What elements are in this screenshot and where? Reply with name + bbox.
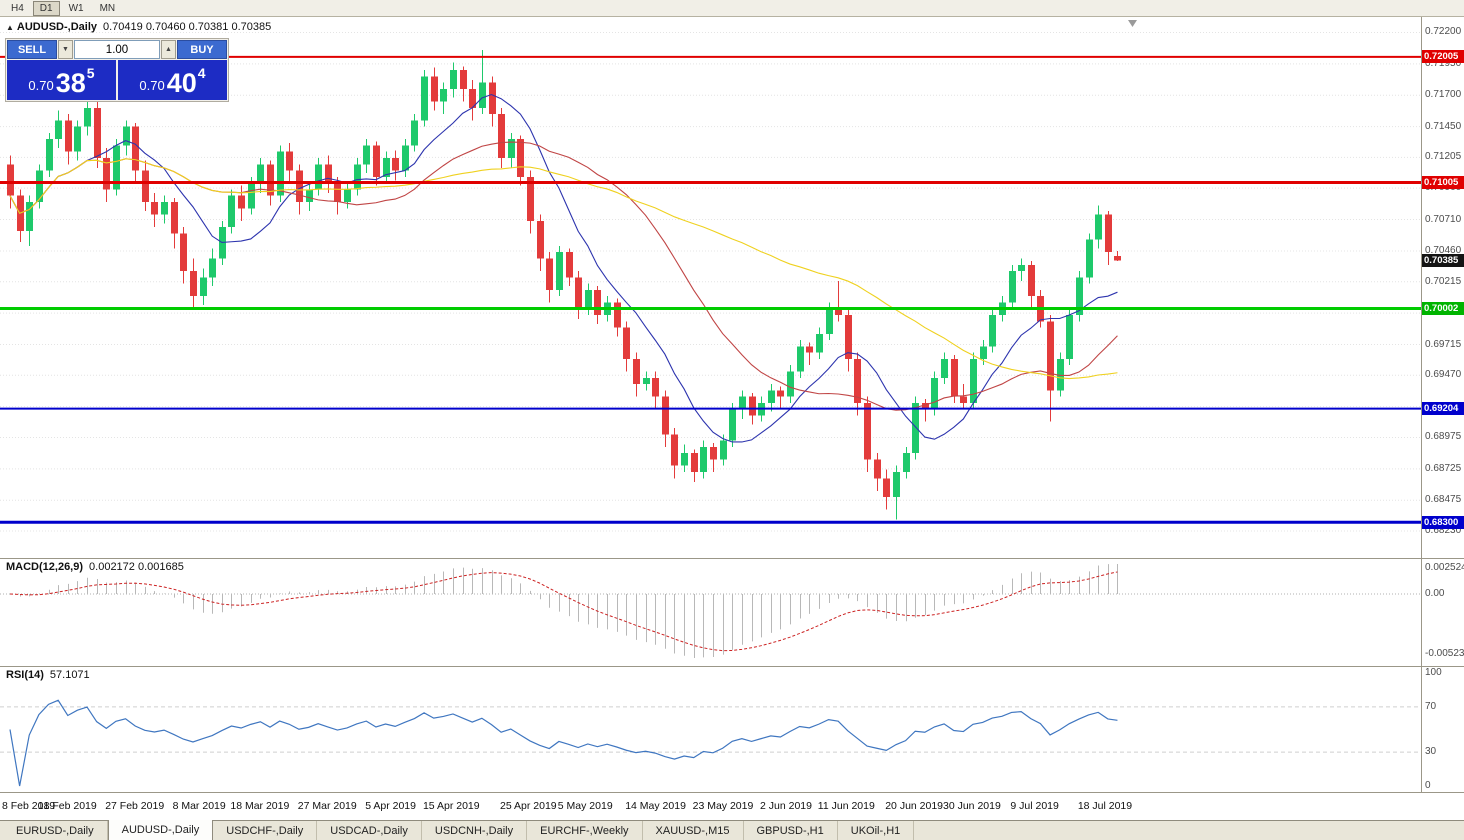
price-scale[interactable]: 0.722000.719500.717000.714500.712050.709…: [1421, 0, 1464, 810]
macd-signal-line: [9, 571, 1118, 652]
chart-title: AUDUSD-,Daily: [16, 21, 97, 33]
rsi-scale-label: 0: [1425, 780, 1431, 791]
price-tag-0.70002: 0.70002: [1422, 301, 1464, 315]
price-scale-label: 0.69470: [1425, 369, 1462, 381]
price-scale-label: 0.70460: [1425, 244, 1462, 256]
chart-ohlc-values: 0.70419 0.70460 0.70381 0.70385: [103, 21, 272, 33]
price-tag-0.72005: 0.72005: [1422, 50, 1464, 64]
rsi-indicator-label: RSI(14) 57.1071: [6, 669, 90, 681]
price-tag-0.70385: 0.70385: [1422, 253, 1464, 267]
chart-tab-usdcad-daily[interactable]: USDCAD-,Daily: [317, 821, 422, 840]
date-label: 20 Jun 2019: [885, 800, 944, 812]
trade-prices-row: 0.70 38 5 0.70 40 4: [7, 60, 227, 100]
date-label: 25 Apr 2019: [500, 800, 557, 812]
date-label: 18 Feb 2019: [37, 800, 97, 812]
rsi-scale-label: 30: [1425, 746, 1437, 758]
price-scale-label: 0.69715: [1425, 338, 1462, 350]
price-scale-label: 0.70710: [1425, 213, 1462, 225]
rsi-scale-label: 100: [1425, 667, 1442, 678]
chart-tab-ukoil-h1[interactable]: UKOil-,H1: [838, 821, 915, 840]
price-scale-label: 0.70215: [1425, 275, 1462, 287]
date-label: 30 Jun 2019: [943, 800, 1001, 812]
price-scale-label: 0.68725: [1425, 462, 1462, 474]
sell-price-display: 0.70 38 5: [7, 60, 116, 100]
sell-price-sup: 5: [86, 65, 95, 81]
macd-histogram: [20, 564, 1118, 658]
sell-price-big: 38: [55, 68, 86, 99]
macd-scale-label: -0.005234: [1425, 648, 1464, 659]
chart-symbol-header: ▲ AUDUSD-,Daily 0.70419 0.70460 0.70381 0.…: [6, 21, 271, 33]
buy-price-sup: 4: [197, 65, 206, 81]
chart-shift-marker-icon: [1128, 20, 1137, 27]
price-tag-0.68300: 0.68300: [1422, 515, 1464, 529]
price-scale-label: 0.71450: [1425, 120, 1462, 132]
timeframe-button-h4[interactable]: H4: [11, 2, 24, 14]
price-scale-label: 0.68975: [1425, 431, 1462, 443]
chart-tab-usdcnh-daily[interactable]: USDCNH-,Daily: [422, 821, 528, 840]
timeframe-button-w1[interactable]: W1: [68, 2, 84, 14]
buy-price-prefix: 0.70: [139, 78, 165, 93]
candles-layer[interactable]: [7, 50, 1121, 520]
chart-tab-usdchf-daily[interactable]: USDCHF-,Daily: [213, 821, 318, 840]
sell-price-prefix: 0.70: [28, 78, 54, 93]
date-label: 8 Mar 2019: [172, 800, 226, 812]
date-label: 27 Mar 2019: [297, 800, 357, 812]
date-label: 23 May 2019: [692, 800, 754, 812]
date-label: 5 Apr 2019: [365, 800, 416, 812]
symbol-marker-icon: ▲: [6, 23, 14, 32]
date-axis[interactable]: 8 Feb 2019 18 Feb 2019 27 Feb 2019 8 Mar 20…: [0, 793, 1421, 820]
ma-slow-line: [9, 158, 1118, 380]
macd-name: MACD(12,26,9): [6, 561, 84, 573]
date-label: 5 May 2019: [557, 800, 613, 812]
buy-button[interactable]: BUY: [177, 40, 227, 59]
date-label: 14 May 2019: [625, 800, 686, 812]
macd-scale-label: 0.00: [1425, 588, 1445, 599]
date-label: 2 Jun 2019: [760, 800, 812, 812]
chart-tab-xauusd-m15[interactable]: XAUUSD-,M15: [643, 821, 744, 840]
buy-price-big: 40: [166, 68, 197, 99]
price-scale-label: 0.68230: [1425, 525, 1462, 536]
chart-tab-eurchf-weekly[interactable]: EURCHF-,Weekly: [527, 821, 643, 840]
chart-tab-eurusd-daily[interactable]: EURUSD-,Daily: [3, 821, 108, 840]
date-label: 8 Feb 2019: [2, 800, 56, 812]
rsi-name: RSI(14): [6, 669, 44, 681]
price-scale-label: 0.71700: [1425, 89, 1462, 101]
timeframe-toolbar: H4 D1 W1 MN: [0, 0, 1464, 17]
rsi-scale-label: 70: [1425, 700, 1437, 712]
price-tag-0.71005: 0.71005: [1422, 176, 1464, 189]
date-label: 11 Jun 2019: [817, 800, 875, 812]
date-label: 15 Apr 2019: [422, 800, 480, 812]
rsi-value: 57.1071: [49, 669, 90, 681]
buy-price-display: 0.70 40 4: [118, 60, 227, 100]
timeframe-button-mn[interactable]: MN: [99, 2, 116, 14]
macd-indicator-label: MACD(12,26,9) 0.002172 0.001685: [6, 561, 184, 573]
trade-controls-row: SELL ▼ ▲ BUY: [7, 40, 227, 59]
macd-values: 0.002172 0.001685: [89, 561, 184, 573]
macd-scale-label: 0.002524: [1425, 562, 1464, 573]
chart-tab-audusd-daily[interactable]: AUDUSD-,Daily: [107, 820, 214, 840]
chart-tabs-bar: EURUSD-,Daily AUDUSD-,Daily USDCHF-,Daily U…: [0, 820, 1464, 840]
volume-increase-button[interactable]: ▲: [161, 40, 176, 59]
price-scale-label: 0.71205: [1425, 151, 1462, 163]
date-label: 18 Mar 2019: [230, 800, 290, 812]
timeframe-button-d1[interactable]: D1: [32, 0, 60, 16]
chart-tab-gbpusd-h1[interactable]: GBPUSD-,H1: [744, 821, 838, 840]
price-tag-0.69204: 0.69204: [1422, 402, 1464, 416]
ma-fast-line: [9, 93, 1118, 443]
volume-decrease-button[interactable]: ▼: [58, 40, 73, 59]
price-scale-label: 0.68475: [1425, 494, 1462, 506]
volume-input[interactable]: [74, 40, 160, 59]
one-click-trading-panel: SELL ▼ ▲ BUY 0.70 38 5 0.70 40 4: [5, 38, 229, 102]
timeframe-button-group: H4 D1 W1 MN: [4, 0, 122, 16]
date-label: 27 Feb 2019: [105, 800, 165, 812]
sell-button[interactable]: SELL: [7, 40, 57, 59]
rsi-line: [9, 699, 1118, 787]
price-scale-label: 0.72200: [1425, 26, 1462, 38]
date-label: 9 Jul 2019: [1010, 800, 1059, 812]
date-label: 18 Jul 2019: [1077, 800, 1133, 812]
